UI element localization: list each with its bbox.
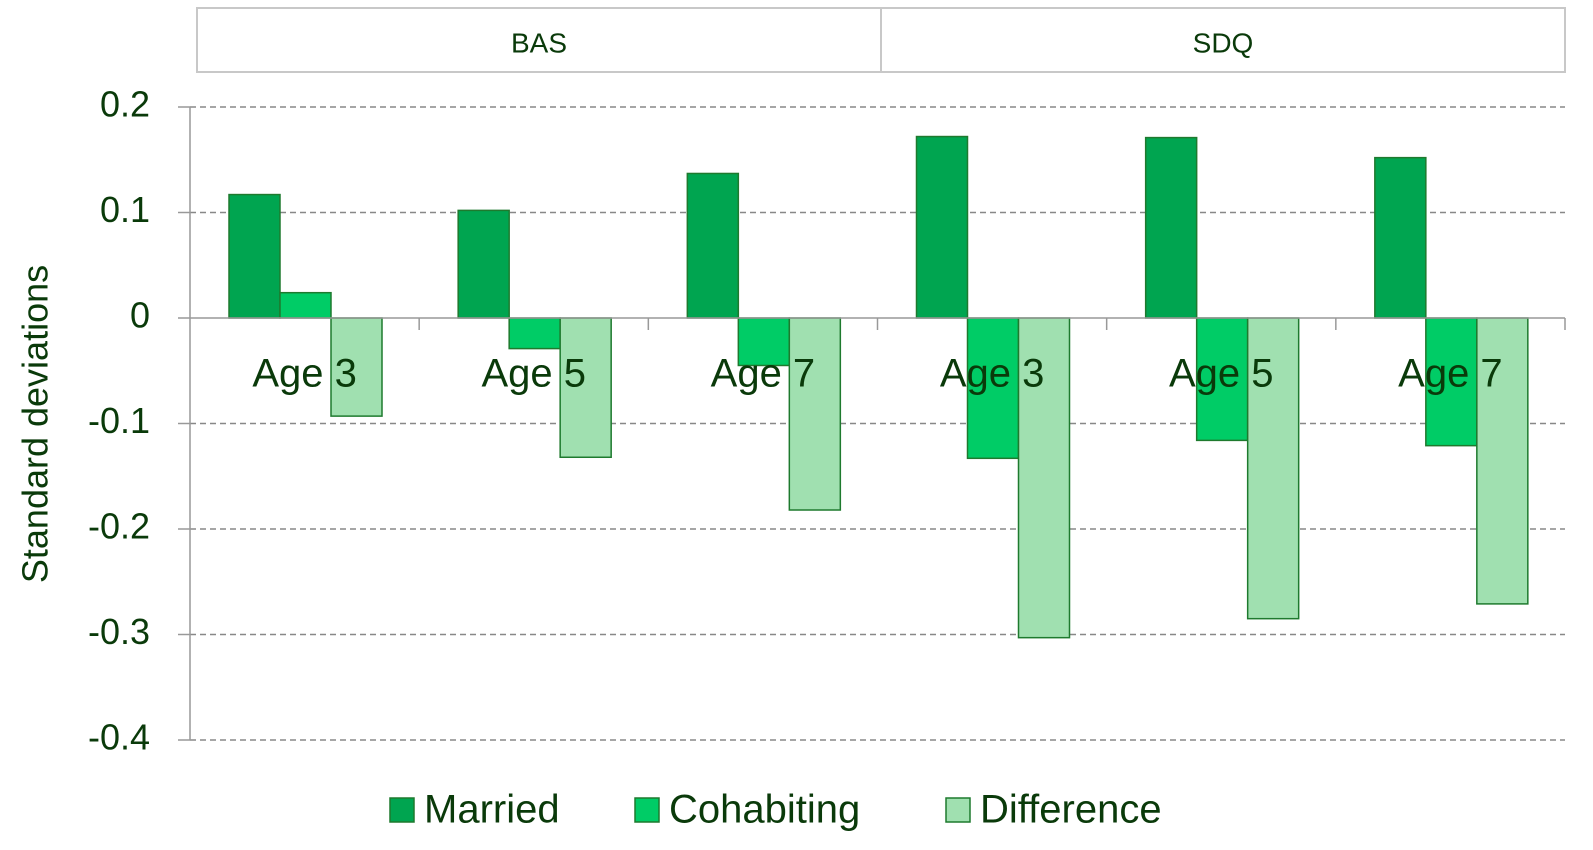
x-tick-label: Age 7 (1398, 352, 1503, 396)
bar (228, 193, 281, 319)
legend-swatch (945, 797, 971, 823)
bar (1017, 317, 1071, 639)
bar (1195, 317, 1249, 442)
y-tick-label: -0.4 (88, 717, 150, 758)
bar (788, 317, 842, 511)
y-axis-title: Standard deviations (15, 265, 56, 583)
x-tick-label: Age 3 (252, 352, 357, 396)
y-tick-label: -0.1 (88, 400, 150, 441)
x-tick-label: Age 3 (940, 352, 1045, 396)
bar (508, 317, 561, 350)
legend-swatch (389, 797, 415, 823)
bar (1425, 317, 1478, 447)
legend-label: Cohabiting (669, 788, 860, 832)
bar (559, 317, 612, 459)
x-tick-label: Age 5 (481, 352, 586, 396)
x-tick-label: Age 7 (711, 352, 816, 396)
x-tick-label: Age 5 (1169, 352, 1274, 396)
bar (737, 317, 791, 367)
legend-label: Married (424, 788, 560, 832)
group-label: SDQ (1193, 27, 1254, 58)
y-tick-label: 0 (130, 295, 150, 336)
y-tick-label: 0.2 (100, 84, 150, 125)
group-box (196, 7, 882, 73)
bar (915, 135, 969, 319)
bar (279, 291, 332, 319)
bar (457, 209, 510, 319)
y-tick-label: 0.1 (100, 189, 150, 230)
legend-swatch (634, 797, 660, 823)
bar (1374, 156, 1427, 319)
y-tick-label: -0.3 (88, 611, 150, 652)
group-label: BAS (511, 27, 567, 58)
bar (1476, 317, 1529, 605)
bar (1246, 317, 1300, 620)
y-tick-label: -0.2 (88, 506, 150, 547)
legend-label: Difference (980, 788, 1162, 832)
group-box (880, 7, 1566, 73)
bar (966, 317, 1020, 460)
bar (686, 172, 740, 319)
bar (330, 317, 383, 417)
bar (1144, 136, 1198, 319)
